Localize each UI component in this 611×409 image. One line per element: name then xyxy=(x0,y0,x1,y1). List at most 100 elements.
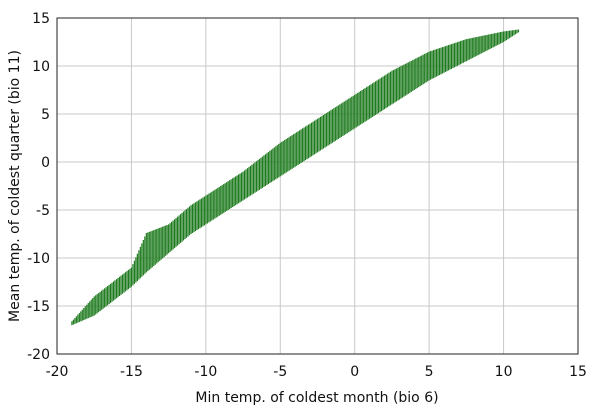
point-column xyxy=(227,181,229,210)
point-column xyxy=(148,231,150,270)
point-column xyxy=(193,203,195,233)
point-column xyxy=(220,186,222,215)
point-column xyxy=(263,155,265,187)
point-column xyxy=(181,212,183,242)
point-column xyxy=(114,280,116,300)
point-column xyxy=(459,41,461,65)
point-column xyxy=(351,96,353,131)
plot-frame xyxy=(56,17,579,355)
point-column xyxy=(456,42,459,66)
point-column xyxy=(403,64,405,97)
point-column xyxy=(287,138,289,172)
point-column xyxy=(339,104,341,138)
point-column xyxy=(209,192,211,222)
point-column xyxy=(369,85,371,119)
point-column xyxy=(133,260,136,284)
point-column xyxy=(107,286,109,306)
point-column xyxy=(494,33,496,47)
point-column xyxy=(322,114,325,149)
y-tick-label: -15 xyxy=(27,299,50,315)
x-tick-label: 15 xyxy=(569,364,587,380)
point-column xyxy=(169,223,171,252)
point-column xyxy=(352,95,354,130)
point-column xyxy=(191,204,194,234)
point-column xyxy=(325,113,328,147)
point-column xyxy=(412,60,414,91)
point-column xyxy=(272,148,274,182)
point-column xyxy=(78,313,80,322)
point-column xyxy=(431,50,433,79)
point-column xyxy=(361,90,363,124)
point-column xyxy=(438,48,441,76)
point-column xyxy=(476,36,478,56)
point-column xyxy=(257,160,259,191)
point-column xyxy=(142,239,144,276)
x-tick-label: -5 xyxy=(273,364,287,380)
point-column xyxy=(394,69,396,103)
point-column xyxy=(276,145,278,179)
point-column xyxy=(374,81,377,115)
point-column xyxy=(104,288,106,308)
point-column xyxy=(74,318,76,324)
point-column xyxy=(293,134,295,168)
point-column xyxy=(306,125,308,160)
point-column xyxy=(117,277,119,298)
point-column xyxy=(313,120,316,155)
point-column xyxy=(108,284,110,305)
point-column xyxy=(109,283,112,303)
x-axis-label: Min temp. of coldest month (bio 6) xyxy=(195,390,438,406)
point-column xyxy=(150,231,152,269)
y-tick-label: -20 xyxy=(27,347,50,363)
point-column xyxy=(261,156,264,188)
point-column xyxy=(452,43,454,69)
point-column xyxy=(226,182,228,211)
point-column xyxy=(428,51,430,81)
point-column xyxy=(160,227,162,260)
point-column xyxy=(182,211,185,241)
point-column xyxy=(340,103,342,138)
point-column xyxy=(346,99,348,134)
x-tick-label: 0 xyxy=(350,364,359,380)
point-column xyxy=(124,272,127,292)
point-column xyxy=(260,157,262,189)
y-tick-label: 0 xyxy=(41,155,50,171)
point-column xyxy=(266,153,268,186)
point-column xyxy=(501,31,503,43)
point-column xyxy=(388,72,390,107)
point-column xyxy=(299,130,301,164)
x-tick-label: 5 xyxy=(425,364,434,380)
point-column xyxy=(120,275,122,295)
point-column xyxy=(401,65,403,98)
point-column xyxy=(129,268,131,288)
point-column xyxy=(300,129,302,163)
point-column xyxy=(441,47,444,74)
point-column xyxy=(380,77,383,112)
x-axis-ticks: -20 -15 -10 -5 0 5 10 15 xyxy=(46,364,587,380)
point-column xyxy=(136,253,138,282)
y-tick-label: 10 xyxy=(32,59,50,75)
point-column xyxy=(208,193,210,223)
point-column xyxy=(504,31,506,42)
point-column xyxy=(166,224,168,255)
point-column xyxy=(86,304,88,319)
point-column xyxy=(397,67,399,101)
point-column xyxy=(123,273,125,293)
point-column xyxy=(205,195,207,225)
point-column xyxy=(461,40,463,64)
point-column xyxy=(111,282,113,302)
point-column xyxy=(132,264,134,286)
point-column xyxy=(360,90,362,125)
point-column xyxy=(410,60,412,92)
point-column xyxy=(80,311,82,322)
point-column xyxy=(416,57,418,89)
point-column xyxy=(269,150,271,184)
point-column xyxy=(303,127,305,162)
point-column xyxy=(249,165,252,196)
point-column xyxy=(376,80,378,114)
point-column xyxy=(464,39,466,62)
point-column xyxy=(252,163,255,194)
point-column xyxy=(200,198,202,228)
point-column xyxy=(145,233,147,273)
point-column xyxy=(491,33,493,49)
point-column xyxy=(343,101,345,136)
